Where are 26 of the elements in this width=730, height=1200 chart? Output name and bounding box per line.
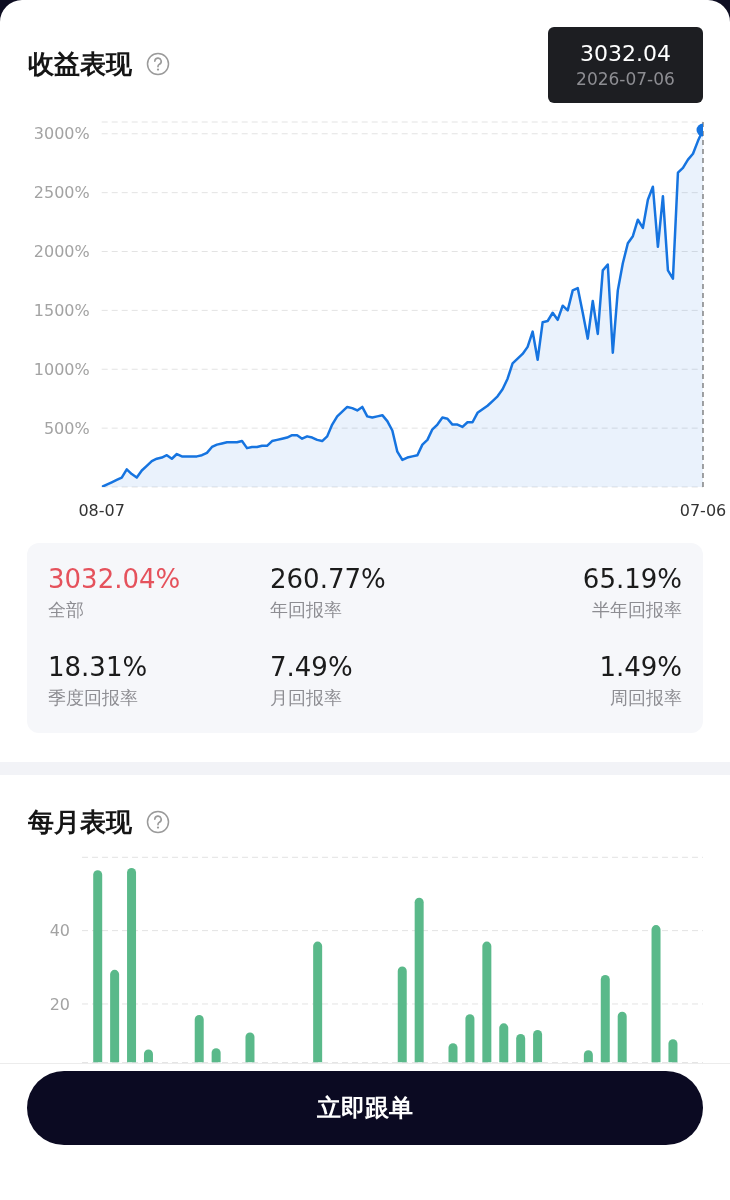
y-tick-label: 1000% — [33, 359, 90, 379]
y-tick-label: 500% — [43, 418, 90, 438]
text: 260.77% — [270, 563, 386, 595]
text: 65.19% — [582, 563, 682, 595]
text: 季度回报率 — [48, 686, 138, 710]
chart-title: 收益表现 — [28, 48, 132, 80]
y-tick-label: 40 — [49, 921, 71, 941]
text: 年回报率 — [270, 598, 342, 622]
x-tick-label: 07-06 — [679, 501, 727, 521]
text: 全部 — [48, 598, 84, 622]
text: 半年回报率 — [592, 598, 682, 622]
tooltip: 3032.04 2026-07-06 — [548, 27, 703, 103]
chart-title: 每月表现 — [28, 806, 132, 838]
text: 3032.04% — [48, 563, 181, 595]
y-tick-label: 2500% — [33, 183, 90, 203]
text: 周回报率 — [610, 686, 682, 710]
y-tick-label: 20 — [49, 994, 71, 1014]
y-tick-label: 3000% — [33, 124, 90, 144]
text: 7.49% — [270, 651, 353, 683]
text: 1.49% — [599, 651, 682, 683]
y-tick-label: 2000% — [33, 242, 90, 262]
x-tick-label: 08-07 — [78, 501, 125, 521]
action-button[interactable]: 立即跟单 — [27, 1070, 703, 1145]
y-tick-label: 1500% — [33, 301, 90, 321]
text: 18.31% — [48, 651, 148, 683]
text: 月回报率 — [270, 686, 342, 710]
